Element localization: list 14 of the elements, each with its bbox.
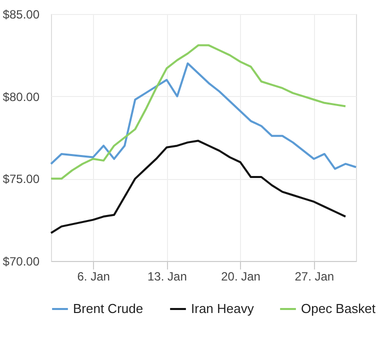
x-tick-label: 13. Jan [148,270,187,284]
legend-label: Opec Basket [301,301,376,316]
legend-label: Brent Crude [73,301,144,316]
y-tick-label: $80.00 [2,90,40,104]
x-tick-label: 6. Jan [77,270,110,284]
line-series [50,140,346,234]
x-tick-label: 20. Jan [221,270,260,284]
y-tick-label: $70.00 [2,254,40,268]
line-series [50,62,357,170]
x-tick-label: 27. Jan [294,270,334,284]
y-tick-label: $75.00 [2,172,40,186]
y-tick-label: $85.00 [2,8,40,22]
line-series [50,44,346,180]
legend-label: Iran Heavy [191,301,254,316]
